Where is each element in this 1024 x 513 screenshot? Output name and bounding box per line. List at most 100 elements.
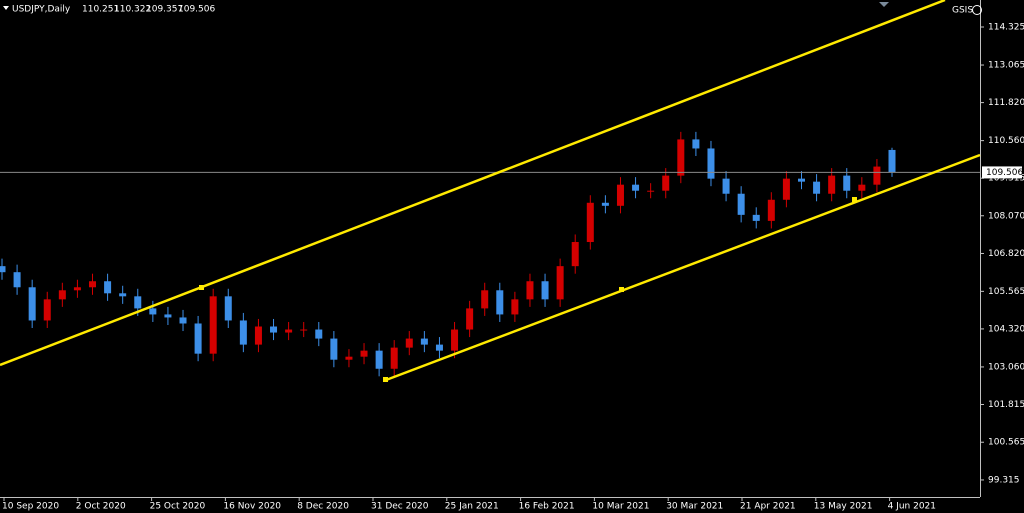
candle-body (752, 214, 760, 221)
candle-body (0, 266, 6, 273)
indicator-name: GSIS (952, 6, 973, 16)
trendline-anchor (619, 287, 624, 292)
smiley-icon (972, 5, 982, 15)
candle-body (526, 281, 534, 300)
candle-body (239, 320, 247, 345)
candle-body (28, 287, 36, 321)
candle-body (73, 287, 81, 291)
y-tick-label: 106.820 (988, 249, 1024, 259)
candle-body (481, 290, 489, 309)
candle-body (541, 281, 549, 300)
lower-trendline (385, 153, 981, 382)
candle-body (692, 139, 700, 149)
x-tick-label: 21 Apr 2021 (740, 502, 796, 512)
y-tick-label: 101.815 (988, 400, 1024, 410)
x-tick-label: 30 Mar 2021 (666, 502, 723, 512)
x-tick-label: 25 Oct 2020 (150, 502, 206, 512)
candle-body (285, 329, 293, 333)
candle-body (858, 184, 866, 191)
candle-body (813, 181, 821, 194)
x-tick-label: 13 May 2021 (814, 502, 873, 512)
x-tick-label: 4 Jun 2021 (888, 502, 936, 512)
candle-body (194, 323, 202, 354)
y-tick-label: 109.315 (988, 174, 1024, 184)
candle-body (873, 166, 881, 185)
candle-body (89, 281, 97, 288)
y-tick-label: 108.070 (988, 211, 1024, 221)
upper-trendline (0, 0, 946, 367)
candle-body (134, 296, 142, 309)
y-tick-label: 111.820 (988, 98, 1024, 108)
candle-body (179, 317, 187, 324)
candle-body (511, 299, 519, 315)
candle-body (224, 296, 232, 321)
candle-body (571, 242, 579, 267)
candle-body (360, 350, 368, 357)
candle-body (119, 293, 127, 297)
candle-body (496, 290, 504, 315)
trendline-anchor (199, 285, 204, 290)
candle-body (601, 202, 609, 206)
candle-body (586, 202, 594, 243)
candle-body (420, 338, 428, 345)
symbol: USDJPY,Daily (12, 5, 71, 15)
trendline-anchor (383, 377, 388, 382)
plot (0, 131, 980, 377)
x-tick-label: 16 Nov 2020 (223, 502, 281, 512)
candle-body (13, 272, 21, 288)
candle-body (254, 326, 262, 345)
y-tick-label: 100.565 (988, 438, 1024, 448)
candle-body (662, 175, 670, 191)
x-tick-label: 31 Dec 2020 (371, 502, 429, 512)
candle-body (58, 290, 66, 300)
candle-body (315, 329, 323, 339)
candle-body (164, 314, 172, 318)
candle-body (767, 199, 775, 221)
x-tick-label: 10 Sep 2020 (2, 502, 59, 512)
y-tick-label: 99.315 (988, 475, 1020, 485)
open-value: 110.251 (82, 5, 119, 15)
y-tick-label: 104.320 (988, 324, 1024, 334)
candle-body (632, 184, 640, 191)
candle-body (435, 344, 443, 351)
high-value: 110.322 (114, 5, 151, 15)
candle-body (828, 175, 836, 194)
candle-body (330, 338, 338, 360)
candle-body (390, 347, 398, 369)
x-tick-label: 10 Mar 2021 (592, 502, 649, 512)
candle-body (466, 308, 474, 330)
candle-body (737, 193, 745, 215)
close-value: 109.506 (178, 5, 215, 15)
candle-body (707, 148, 715, 179)
low-value: 109.357 (146, 5, 183, 15)
candle-body (149, 308, 157, 315)
x-tick-label: 25 Jan 2021 (445, 502, 499, 512)
y-tick-label: 113.065 (988, 61, 1024, 71)
candle-body (843, 175, 851, 191)
y-tick-label: 103.060 (988, 362, 1024, 372)
candle-body (209, 296, 217, 354)
menu-arrow[interactable] (3, 6, 9, 10)
x-tick-label: 16 Feb 2021 (519, 502, 575, 512)
candle-body (556, 266, 564, 300)
candle-body (405, 338, 413, 348)
y-tick-label: 114.325 (988, 23, 1024, 33)
candle-body (722, 178, 730, 194)
candle-body (375, 350, 383, 369)
candle-body (345, 356, 353, 360)
candle-body (104, 281, 112, 294)
candle-body (451, 329, 459, 351)
bid-label: 109.506 (986, 168, 1023, 178)
x-tick-label: 2 Oct 2020 (76, 502, 126, 512)
trendline-anchor (852, 197, 857, 202)
shift-marker (879, 2, 889, 7)
candle-body (43, 299, 51, 321)
candle-body (270, 326, 278, 333)
y-tick-label: 105.565 (988, 287, 1024, 297)
x-tick-label: 8 Dec 2020 (297, 502, 349, 512)
y-tick-label: 110.560 (988, 136, 1024, 146)
candle-body (300, 329, 308, 331)
candle-body (888, 149, 896, 173)
